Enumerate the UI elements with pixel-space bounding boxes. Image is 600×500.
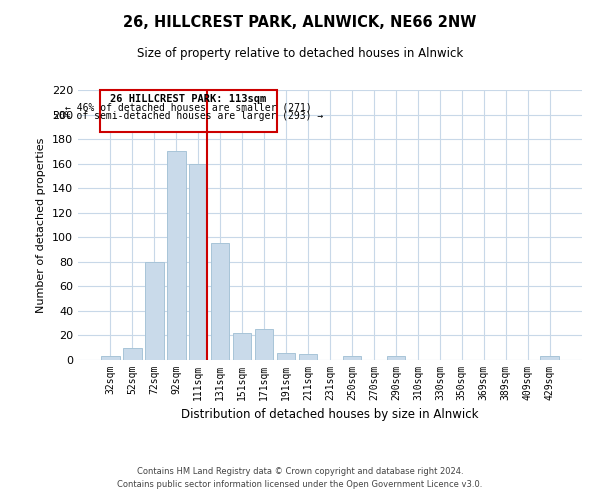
Bar bbox=[233, 333, 251, 360]
Text: Size of property relative to detached houses in Alnwick: Size of property relative to detached ho… bbox=[137, 48, 463, 60]
Text: 50% of semi-detached houses are larger (293) →: 50% of semi-detached houses are larger (… bbox=[53, 111, 323, 121]
Bar bbox=[299, 354, 317, 360]
Text: 26 HILLCREST PARK: 113sqm: 26 HILLCREST PARK: 113sqm bbox=[110, 94, 266, 104]
Bar bbox=[101, 356, 119, 360]
FancyBboxPatch shape bbox=[100, 90, 277, 132]
Text: Contains public sector information licensed under the Open Government Licence v3: Contains public sector information licen… bbox=[118, 480, 482, 489]
X-axis label: Distribution of detached houses by size in Alnwick: Distribution of detached houses by size … bbox=[181, 408, 479, 422]
Bar bbox=[145, 262, 164, 360]
Bar bbox=[343, 356, 361, 360]
Bar bbox=[211, 244, 229, 360]
Text: Contains HM Land Registry data © Crown copyright and database right 2024.: Contains HM Land Registry data © Crown c… bbox=[137, 467, 463, 476]
Bar bbox=[277, 352, 295, 360]
Bar bbox=[123, 348, 142, 360]
Bar bbox=[255, 330, 274, 360]
Text: 26, HILLCREST PARK, ALNWICK, NE66 2NW: 26, HILLCREST PARK, ALNWICK, NE66 2NW bbox=[124, 15, 476, 30]
Text: ← 46% of detached houses are smaller (271): ← 46% of detached houses are smaller (27… bbox=[65, 102, 312, 113]
Bar bbox=[189, 164, 208, 360]
Y-axis label: Number of detached properties: Number of detached properties bbox=[37, 138, 46, 312]
Bar bbox=[167, 152, 185, 360]
Bar bbox=[386, 356, 405, 360]
Bar bbox=[541, 356, 559, 360]
